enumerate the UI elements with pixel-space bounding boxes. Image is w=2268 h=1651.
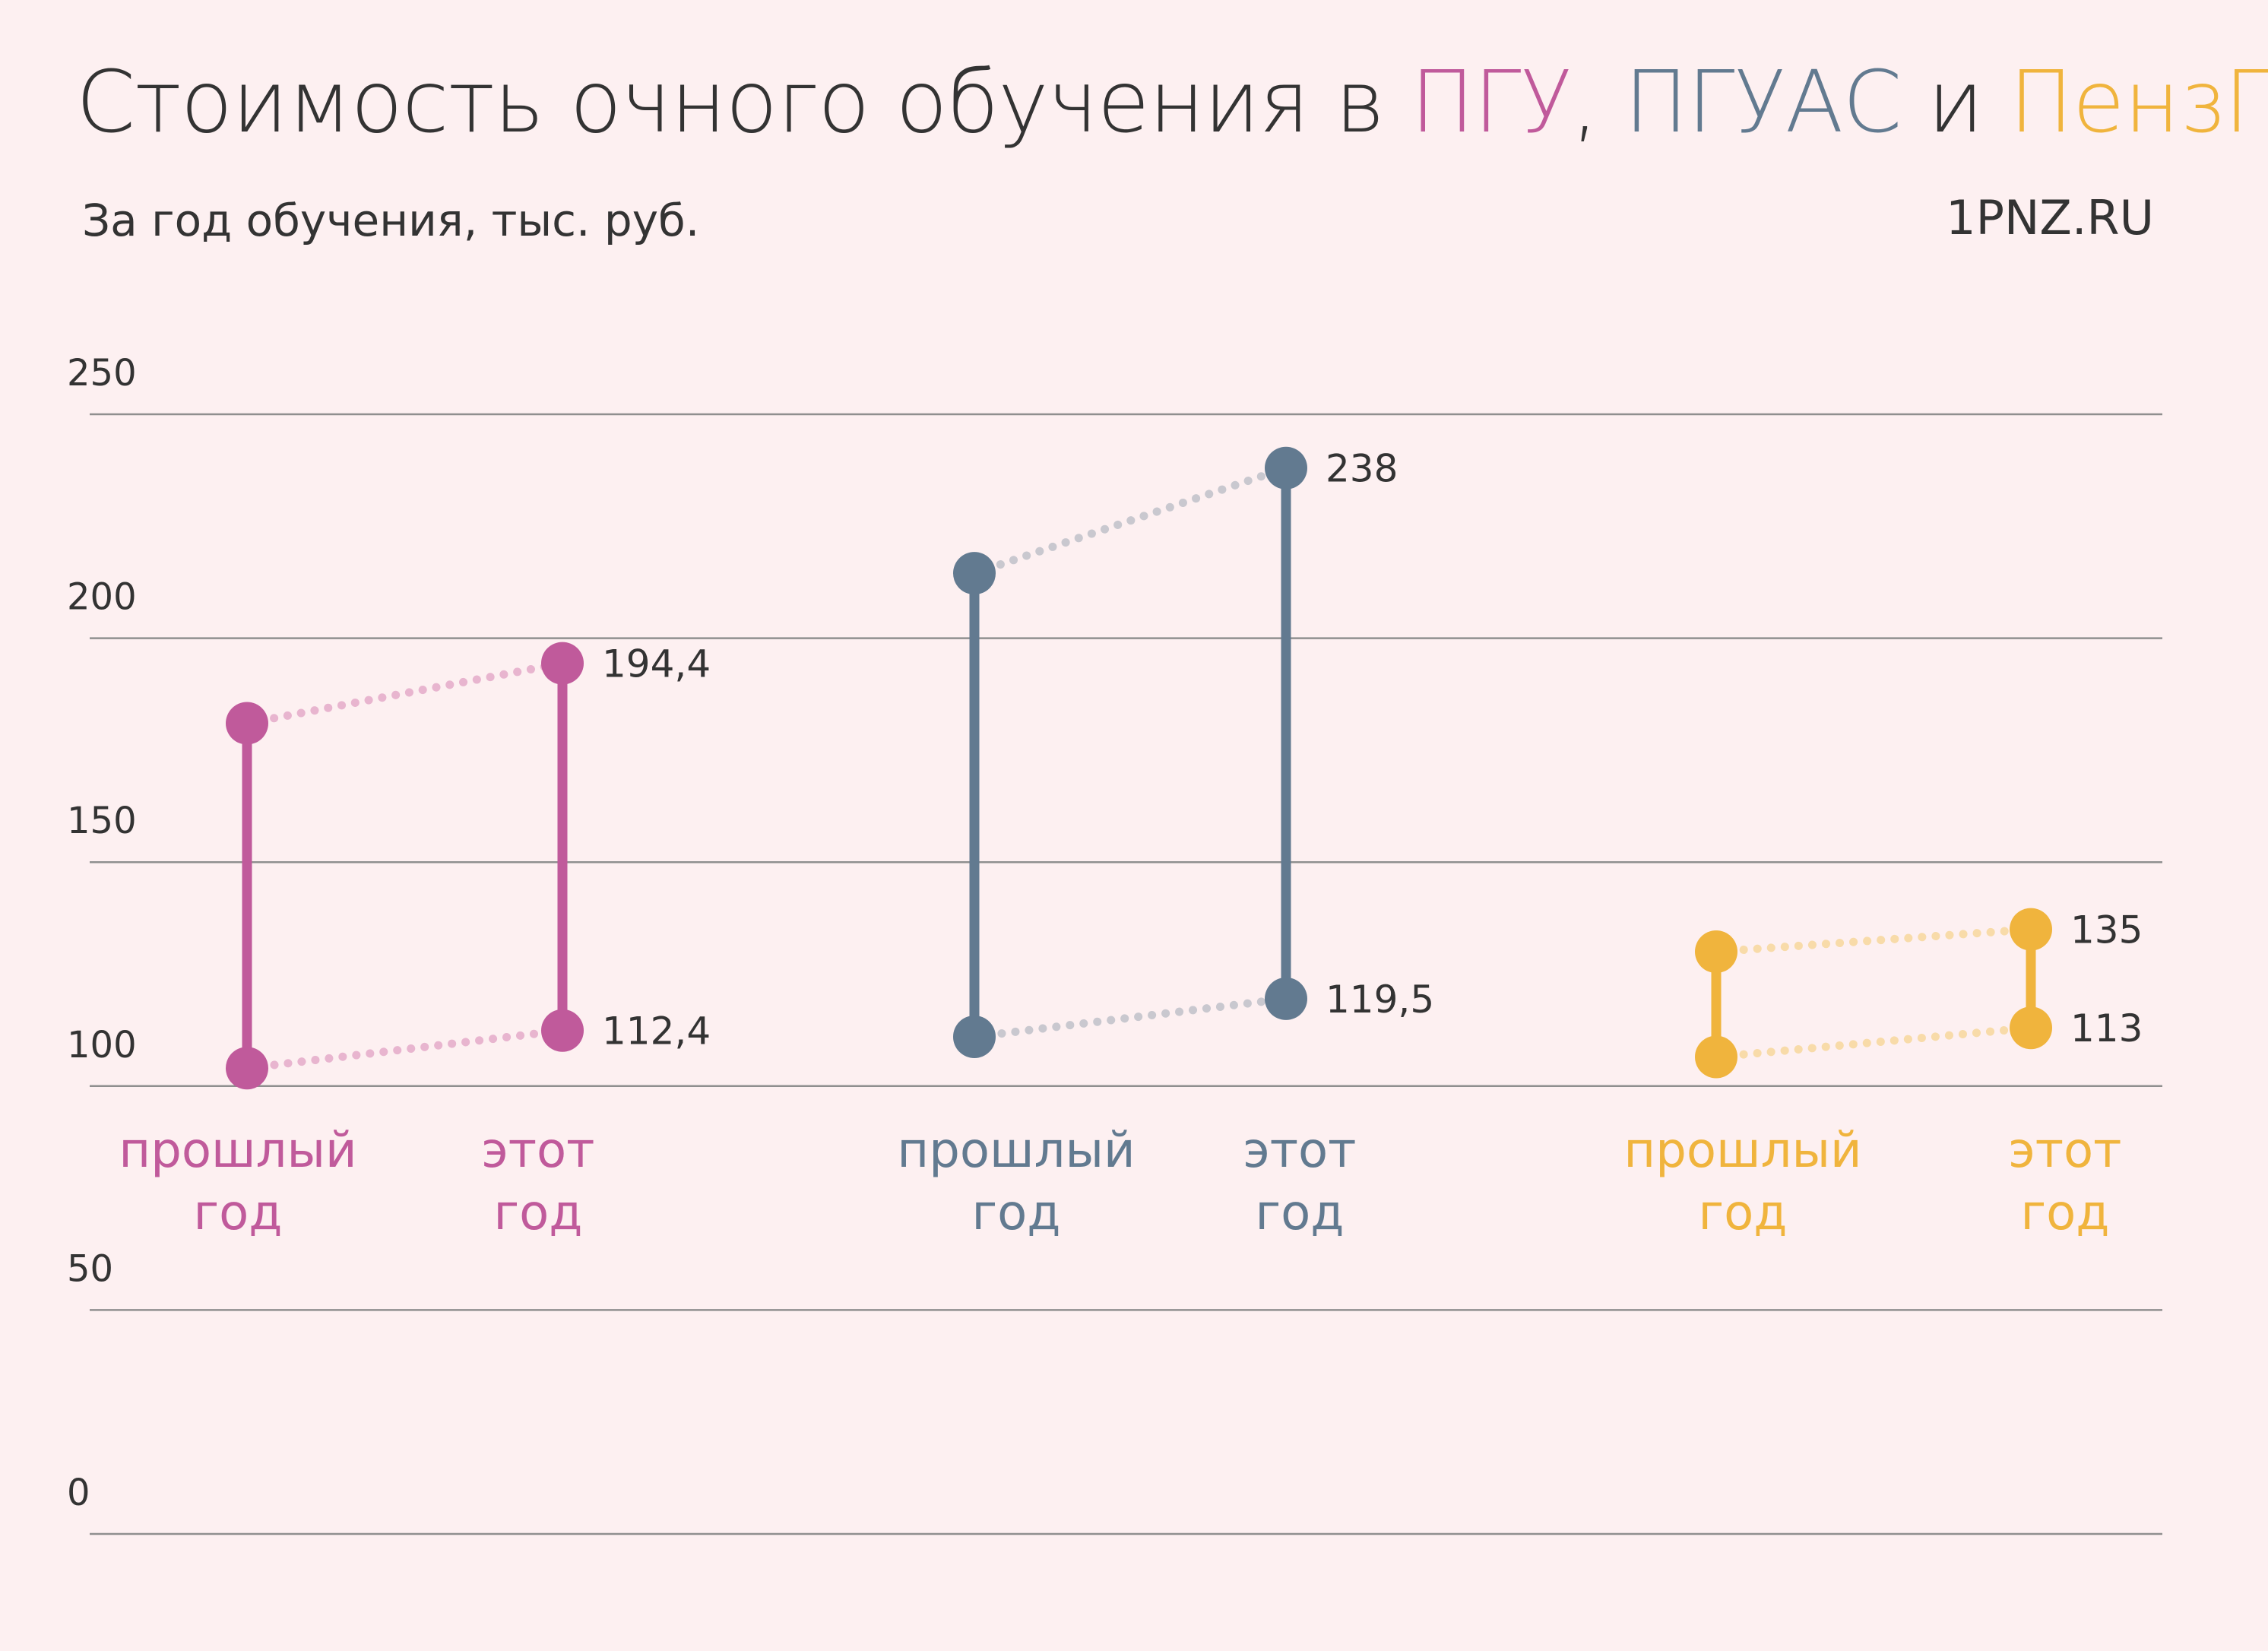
- connector-high: [242, 659, 567, 728]
- title-prefix: Стоимость очного обучения в: [76, 53, 1411, 152]
- title-university-pguas: ПГУАС: [1623, 53, 1902, 152]
- low-point: [226, 1047, 268, 1090]
- y-tick-label: 150: [67, 800, 137, 842]
- category-label: год: [193, 1185, 282, 1241]
- high-point: [226, 702, 268, 745]
- high-value-label: 194,4: [602, 642, 711, 686]
- chart-title: Стоимость очного обучения в ПГУ, ПГУАС и…: [76, 53, 2268, 152]
- category-label: год: [971, 1185, 1060, 1241]
- category-label: этот: [1243, 1123, 1357, 1179]
- low-point: [1265, 977, 1307, 1020]
- low-value-label: 113: [2070, 1006, 2143, 1050]
- high-point: [1265, 446, 1307, 490]
- chart-subtitle: За год обучения, тыс. руб.: [82, 195, 700, 246]
- y-tick-label: 50: [67, 1247, 113, 1290]
- low-point: [2010, 1006, 2052, 1050]
- category-label: прошлый: [897, 1123, 1135, 1179]
- high-point: [2010, 908, 2052, 951]
- connector-high: [970, 464, 1291, 578]
- y-tick-label: 250: [67, 352, 137, 395]
- connector-low: [1712, 1023, 2035, 1062]
- category-label: прошлый: [1623, 1123, 1861, 1179]
- category-label: год: [2020, 1185, 2109, 1241]
- high-point: [953, 552, 996, 595]
- low-point: [1695, 1035, 1737, 1079]
- category-label: этот: [2009, 1123, 2122, 1179]
- low-value-label: 119,5: [1326, 978, 1434, 1022]
- y-tick-label: 200: [67, 576, 137, 619]
- high-value-label: 238: [1326, 447, 1398, 491]
- source-label: 1PNZ.RU: [1946, 190, 2154, 246]
- high-value-label: 135: [2070, 908, 2143, 952]
- low-value-label: 112,4: [602, 1009, 711, 1054]
- category-label: год: [1698, 1185, 1787, 1241]
- y-tick-label: 100: [67, 1024, 137, 1066]
- high-point: [541, 642, 584, 685]
- connector-low: [970, 994, 1291, 1041]
- category-label: этот: [482, 1123, 595, 1179]
- title-university-pgu: ПГУ: [1410, 53, 1573, 152]
- connector-low: [242, 1026, 567, 1073]
- connector-high: [1712, 925, 2035, 956]
- high-point: [1695, 930, 1737, 974]
- category-label: год: [493, 1185, 582, 1241]
- title-separator: ,: [1571, 53, 1624, 152]
- y-tick-label: 0: [67, 1472, 90, 1514]
- title-and: и: [1901, 53, 2010, 152]
- category-label: год: [1255, 1185, 1344, 1241]
- low-point: [541, 1009, 584, 1052]
- title-university-penzgtu: ПензГТУ: [2009, 53, 2268, 152]
- low-point: [953, 1015, 996, 1058]
- category-label: прошлый: [119, 1123, 356, 1179]
